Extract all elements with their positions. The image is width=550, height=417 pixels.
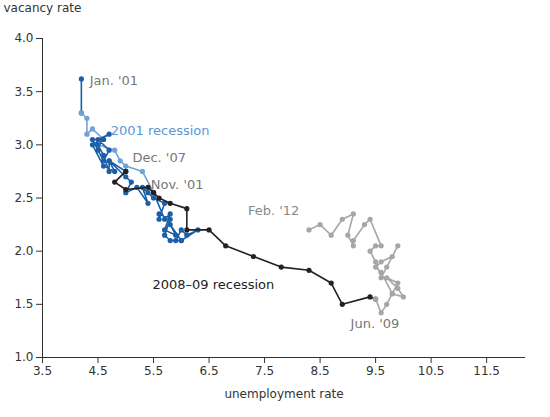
svg-text:Jun. '09: Jun. '09: [350, 316, 400, 331]
svg-text:7.5: 7.5: [255, 364, 274, 378]
svg-text:1.0: 1.0: [14, 350, 33, 364]
svg-text:1.5: 1.5: [14, 297, 33, 311]
svg-text:6.5: 6.5: [200, 364, 219, 378]
svg-text:vacancy rate: vacancy rate: [4, 1, 82, 15]
svg-text:Dec. '07: Dec. '07: [132, 150, 186, 165]
svg-text:2008–09 recession: 2008–09 recession: [152, 277, 274, 292]
svg-text:Nov. '01: Nov. '01: [151, 177, 204, 192]
svg-text:3.5: 3.5: [33, 364, 52, 378]
svg-text:10.5: 10.5: [418, 364, 445, 378]
svg-text:8.5: 8.5: [311, 364, 330, 378]
svg-text:4.0: 4.0: [14, 31, 33, 45]
svg-text:Jan. '01: Jan. '01: [89, 73, 138, 88]
svg-text:3.0: 3.0: [14, 138, 33, 152]
svg-text:11.5: 11.5: [473, 364, 500, 378]
svg-text:2.0: 2.0: [14, 244, 33, 258]
svg-text:2001 recession: 2001 recession: [111, 123, 210, 138]
svg-text:Feb. '12: Feb. '12: [248, 203, 299, 218]
svg-text:2.5: 2.5: [14, 191, 33, 205]
svg-text:unemployment rate: unemployment rate: [224, 387, 343, 401]
svg-text:5.5: 5.5: [144, 364, 163, 378]
svg-text:9.5: 9.5: [366, 364, 385, 378]
svg-text:3.5: 3.5: [14, 85, 33, 99]
svg-text:4.5: 4.5: [88, 364, 107, 378]
